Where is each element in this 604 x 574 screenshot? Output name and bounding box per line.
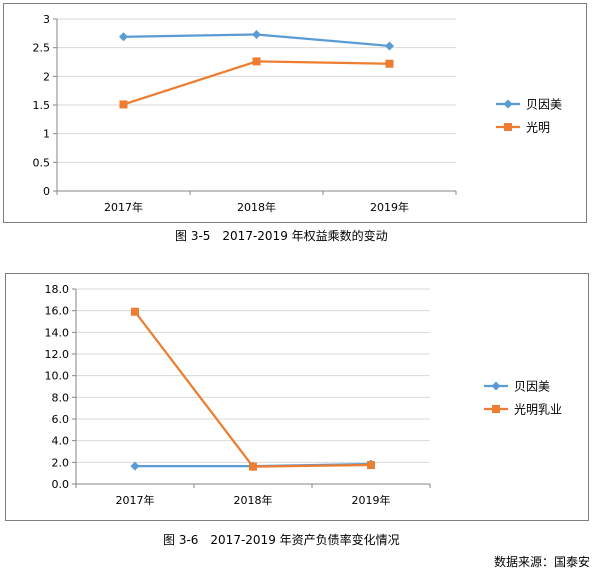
y-tick-label: 10.0	[45, 370, 70, 383]
caption-figure-3-5: 图 3-5 2017-2019 年权益乘数的变动	[175, 229, 388, 243]
chart-equity-multiplier: 0 0.5 1 1.5 2 2.5 3 2017年 2018年 2019年 贝因美光明	[3, 3, 587, 223]
data-point-1-0	[131, 307, 139, 316]
data-point-1-2	[385, 59, 394, 68]
y-tick-label: 8.0	[52, 391, 70, 404]
y-tick-label: 2	[43, 70, 50, 83]
caption-figure-3-6: 图 3-6 2017-2019 年资产负债率变化情况	[163, 533, 400, 547]
y-tick-label: 18.0	[45, 283, 70, 296]
legend-label-1: 光明乳业	[514, 403, 562, 417]
y-tick-label: 2.5	[33, 42, 51, 55]
data-point-1-1	[252, 57, 261, 66]
x-tick-label: 2017年	[116, 493, 155, 507]
legend-marker-1	[504, 123, 512, 131]
y-tick-label: 3	[43, 13, 50, 26]
data-point-0-1	[252, 29, 261, 39]
y-tick-label: 16.0	[45, 305, 70, 318]
x-tick-label: 2018年	[234, 493, 273, 507]
y-tick-label: 12.0	[45, 348, 70, 361]
y-tick-label: 0	[43, 185, 50, 198]
y-tick-label: 6.0	[52, 413, 70, 426]
x-tick-label: 2019年	[370, 200, 409, 214]
legend-marker-1	[492, 405, 500, 413]
data-point-1-1	[249, 462, 257, 471]
legend-label-0: 贝因美	[526, 98, 562, 112]
y-tick-label: 4.0	[52, 435, 70, 448]
data-point-0-0	[130, 461, 140, 471]
x-tick-label: 2018年	[237, 200, 276, 214]
chart-svg-2: 0.0 2.0 4.0 6.0 8.0 10.0 12.0 14.0 16.0 18.0 2017年…	[45, 283, 563, 507]
data-source-note: 数据来源：国泰安	[493, 555, 590, 569]
series-line-1	[123, 60, 390, 106]
y-tick-label: 1.5	[33, 99, 51, 112]
series-line-1	[134, 311, 372, 468]
y-tick-label: 0.5	[33, 156, 51, 169]
data-point-1-0	[119, 100, 128, 109]
legend-label-0: 贝因美	[514, 380, 550, 394]
data-point-0-2	[385, 41, 394, 51]
chart-debt-ratio: 0.0 2.0 4.0 6.0 8.0 10.0 12.0 14.0 16.0 18.0 2017年…	[5, 273, 589, 521]
x-tick-label: 2019年	[352, 493, 391, 507]
x-tick-label: 2017年	[104, 200, 143, 214]
legend-marker-0	[503, 99, 513, 109]
legend-label-1: 光明	[526, 121, 550, 135]
y-tick-label: 1	[43, 128, 50, 141]
legend-marker-0	[491, 381, 501, 391]
data-point-0-0	[119, 32, 128, 42]
y-tick-label: 14.0	[45, 326, 70, 339]
y-tick-label: 2.0	[52, 456, 70, 469]
data-point-1-2	[367, 461, 375, 470]
y-tick-label: 0.0	[52, 478, 70, 491]
